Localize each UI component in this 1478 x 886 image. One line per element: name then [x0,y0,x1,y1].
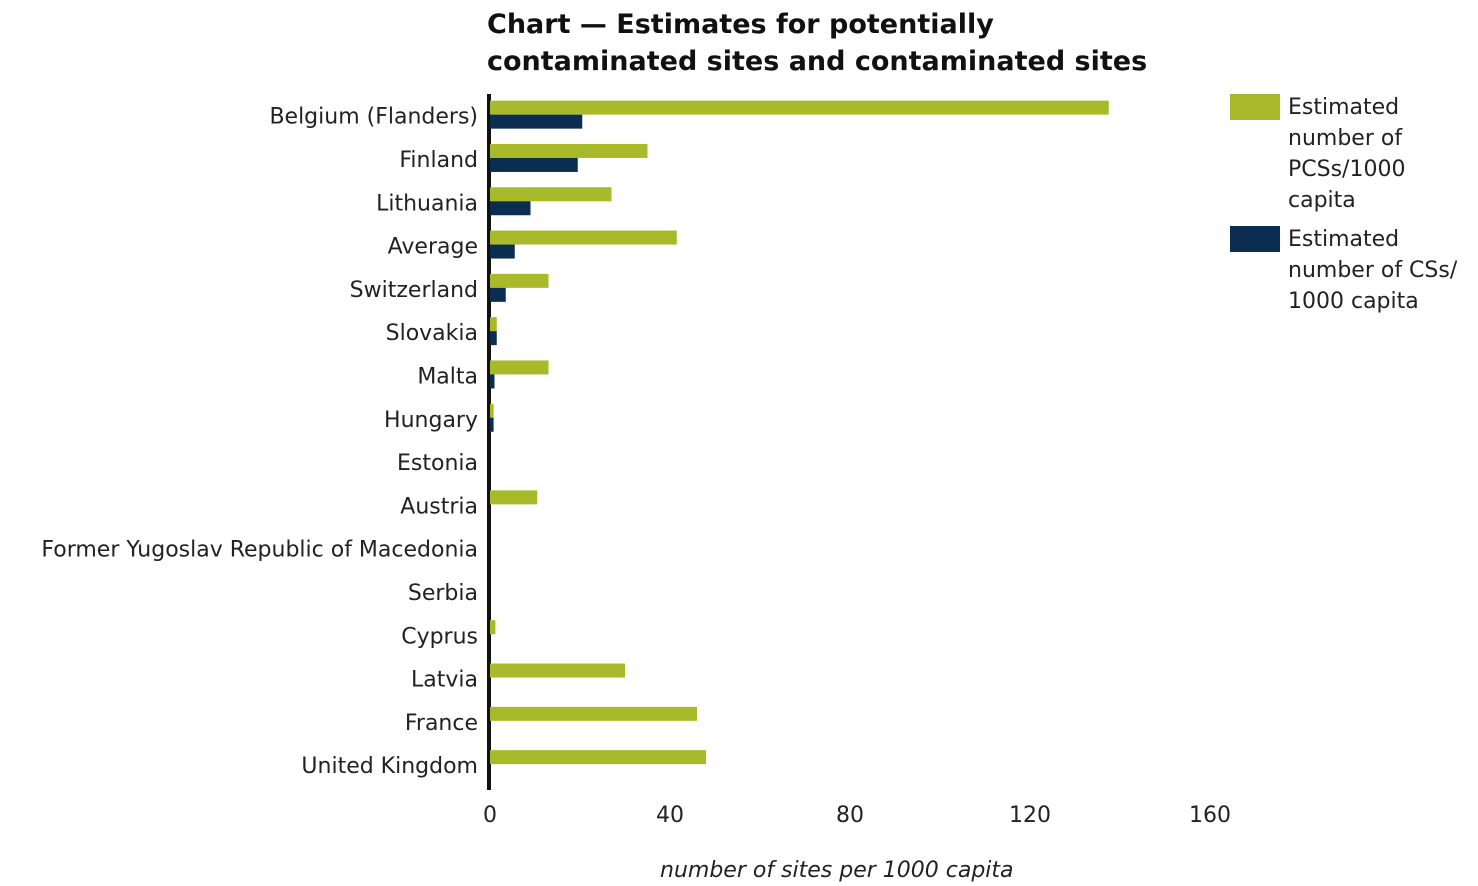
bar-pcs [490,706,697,721]
x-axis-label: number of sites per 1000 capita [660,858,1014,883]
category-label: Finland [399,148,478,173]
category-label: Former Yugoslav Republic of Macedonia [41,538,478,563]
legend-text: number of CSs/ [1288,258,1458,283]
bar-pcs [490,360,549,375]
bar-pcs [490,143,648,158]
category-label: Cyprus [401,624,478,649]
bar-pcs [490,663,625,678]
category-label: Slovakia [386,321,478,346]
bar-pcs [490,317,497,332]
chart-title: Chart — Estimates for potentially contam… [487,6,1207,80]
legend-text: Estimated [1288,227,1400,252]
bar-pcs [490,490,538,505]
category-label: Hungary [384,408,478,433]
category-label: United Kingdom [301,754,478,779]
category-label: Belgium (Flanders) [269,105,478,130]
legend: Estimated number of PCSs/1000 capita Estimat… [1230,92,1478,325]
category-label: Latvia [411,668,478,693]
legend-text: 1000 capita [1288,289,1419,314]
bar-cs [490,417,494,432]
legend-text: number of [1288,126,1403,151]
bar-pcs [490,750,706,765]
bar-pcs [490,620,496,635]
category-label: Average [388,235,478,260]
x-tick-label: 0 [483,803,497,828]
x-tick-label: 40 [656,803,684,828]
bar-cs [490,201,531,216]
category-label: Lithuania [376,191,478,216]
legend-swatch [1230,94,1280,120]
legend-text: PCSs/1000 [1288,157,1406,182]
legend-text: capita [1288,188,1356,213]
bar-cs [490,287,506,302]
bar-pcs [490,100,1109,115]
bar-cs [490,114,583,129]
category-label: France [405,711,478,736]
bar-pcs [490,403,494,418]
bar-pcs [490,187,612,202]
category-label: Estonia [397,451,478,476]
legend-item: Estimated number of CSs/1000 capita [1230,224,1478,317]
category-label: Serbia [408,581,478,606]
chart-title-line-1: Chart — Estimates for potentially [487,9,994,40]
bar-cs [490,244,515,259]
bar-pcs [490,230,677,245]
category-label: Austria [400,494,478,519]
bar-cs [490,157,578,172]
bar-cs [490,331,497,346]
legend-text: Estimated [1288,95,1400,120]
x-tick-label: 80 [836,803,864,828]
bar-pcs [490,273,549,288]
chart-title-line-2: contaminated sites and contaminated site… [487,46,1148,77]
bar-cs [490,374,495,389]
legend-swatch [1230,226,1280,252]
x-tick-label: 120 [1009,803,1051,828]
category-label: Switzerland [350,278,478,303]
category-label: Malta [417,364,478,389]
x-tick-label: 160 [1189,803,1231,828]
legend-item: Estimated number of PCSs/1000 capita [1230,92,1478,216]
